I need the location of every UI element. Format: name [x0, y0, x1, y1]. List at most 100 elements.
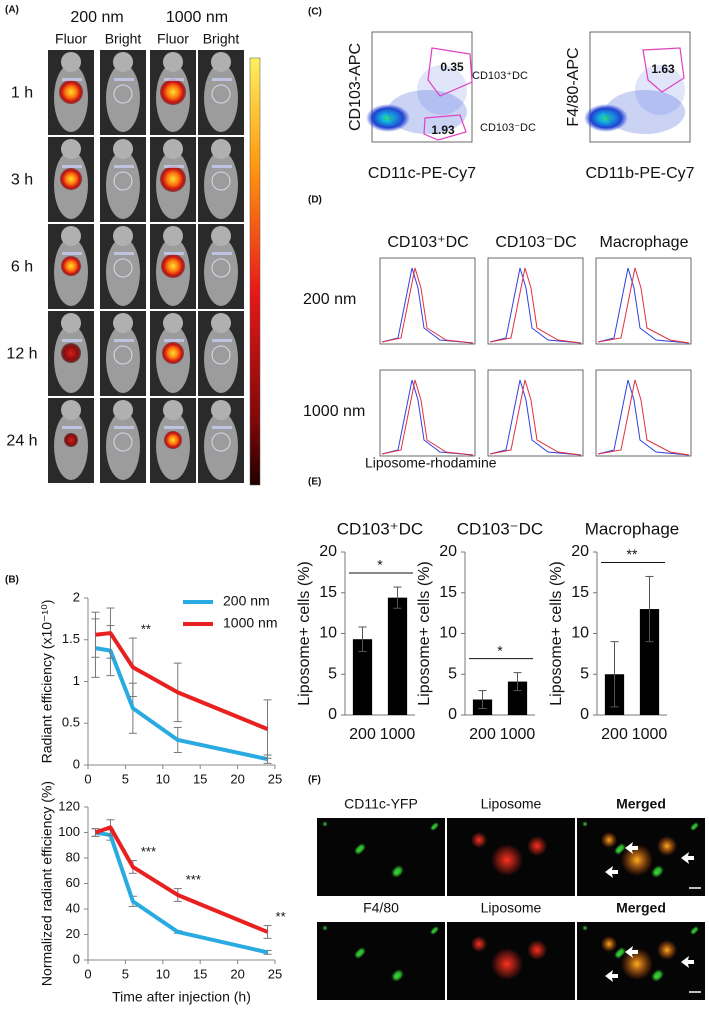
panel-label: (C): [308, 7, 322, 18]
roi-label: [114, 78, 134, 81]
series-line: [95, 646, 268, 762]
panel-label: (E): [308, 477, 321, 488]
y-tick-label: 5: [448, 665, 457, 682]
fluor-signal: [164, 431, 182, 449]
roi-circle: [211, 258, 231, 278]
fluor-signal: [60, 168, 82, 190]
roi-label: [62, 426, 82, 429]
y-tick-label: 20: [571, 543, 589, 560]
y-tick-label: 20: [319, 543, 337, 560]
roi-label: [212, 339, 232, 342]
red-signal: [657, 836, 677, 856]
x-tick-label: 25: [268, 966, 282, 981]
green-signal: [391, 972, 401, 982]
red-signal: [621, 844, 653, 876]
column-label: Bright: [105, 31, 142, 47]
green-signal: [614, 847, 622, 855]
image-label: Liposome: [481, 796, 542, 812]
y-tick-label: 0: [73, 756, 80, 771]
arrow: [681, 852, 694, 864]
image-label: Merged: [616, 900, 666, 916]
x-tick-label: 20: [230, 966, 244, 981]
mouse-head: [211, 400, 231, 420]
green-signal: [354, 847, 362, 855]
mouse-body: [106, 64, 140, 132]
y-tick-label: 60: [66, 875, 80, 890]
fluor-signal: [61, 256, 81, 276]
arrow: [625, 842, 638, 854]
row-label: 200 nm: [303, 291, 356, 308]
x-tick-label: 1000: [380, 726, 416, 743]
x-tick-label: 1000: [500, 726, 536, 743]
arrow: [605, 866, 618, 878]
mouse-head: [61, 139, 81, 159]
y-axis-label: Liposome+ cells (%): [548, 561, 565, 706]
roi-label: [164, 165, 184, 168]
mouse-body: [106, 238, 140, 306]
roi-circle: [113, 171, 133, 191]
x-tick-label: 1000: [632, 726, 668, 743]
mouse-head: [61, 400, 81, 420]
mouse-body: [204, 64, 238, 132]
y-axis-label: Normalized radiant efficiency (%): [39, 781, 55, 986]
y-tick-label: 0: [448, 706, 457, 723]
roi-label: [114, 252, 134, 255]
column-title: CD103⁻DC: [495, 234, 576, 251]
fluor-signal: [160, 166, 186, 192]
y-tick-label: 1.5: [62, 631, 80, 646]
y-tick-label: 40: [66, 900, 80, 915]
histogram: [597, 379, 690, 456]
series-line: [95, 830, 268, 955]
group-label: 1000 nm: [166, 9, 228, 26]
gate-name: CD103⁺DC: [472, 70, 528, 82]
gate: [427, 47, 473, 97]
roi-label: [164, 339, 184, 342]
gate-value: 0.35: [440, 60, 464, 74]
histogram-frame: [595, 257, 692, 345]
arrow: [625, 946, 638, 958]
green-signal: [322, 925, 328, 931]
image-label: Merged: [616, 796, 666, 812]
green-signal: [430, 929, 436, 935]
panel-label: (A): [5, 5, 19, 16]
mouse-head: [163, 400, 183, 420]
roi-label: [164, 426, 184, 429]
histogram: [597, 267, 690, 344]
y-tick-label: 2: [73, 589, 80, 604]
histogram-frame: [379, 369, 476, 457]
green-signal: [690, 929, 696, 935]
flow-density: [584, 104, 628, 132]
roi-label: [212, 78, 232, 81]
axis-label: CD103-APC: [347, 43, 364, 131]
mouse-body: [204, 238, 238, 306]
arrow: [605, 970, 618, 982]
y-tick-label: 10: [571, 625, 589, 642]
mouse-head: [113, 139, 133, 159]
column-label: Fluor: [157, 31, 189, 47]
histogram: [381, 379, 474, 456]
color-bar: [249, 57, 261, 486]
histogram: [597, 379, 690, 456]
axis-label: F4/80-APC: [565, 47, 582, 126]
roi-label: [212, 165, 232, 168]
roi-circle: [211, 432, 231, 452]
red-signal: [527, 940, 547, 960]
column-label: Bright: [203, 31, 240, 47]
mouse-body: [106, 412, 140, 480]
x-tick-label: 200: [601, 726, 628, 743]
green-signal: [391, 868, 401, 878]
green-signal: [582, 925, 588, 931]
fluor-signal: [161, 254, 185, 278]
y-tick-label: 15: [439, 584, 457, 601]
mouse-head: [113, 226, 133, 246]
histogram-frame: [379, 257, 476, 345]
red-signal: [601, 936, 617, 952]
fluor-signal: [64, 433, 78, 447]
green-signal: [651, 868, 661, 878]
y-tick-label: 0: [580, 706, 589, 723]
series-line: [95, 631, 269, 731]
green-signal: [582, 821, 588, 827]
fluor-signal: [162, 342, 184, 364]
y-tick-label: 20: [439, 543, 457, 560]
panel-label: (D): [308, 195, 322, 206]
